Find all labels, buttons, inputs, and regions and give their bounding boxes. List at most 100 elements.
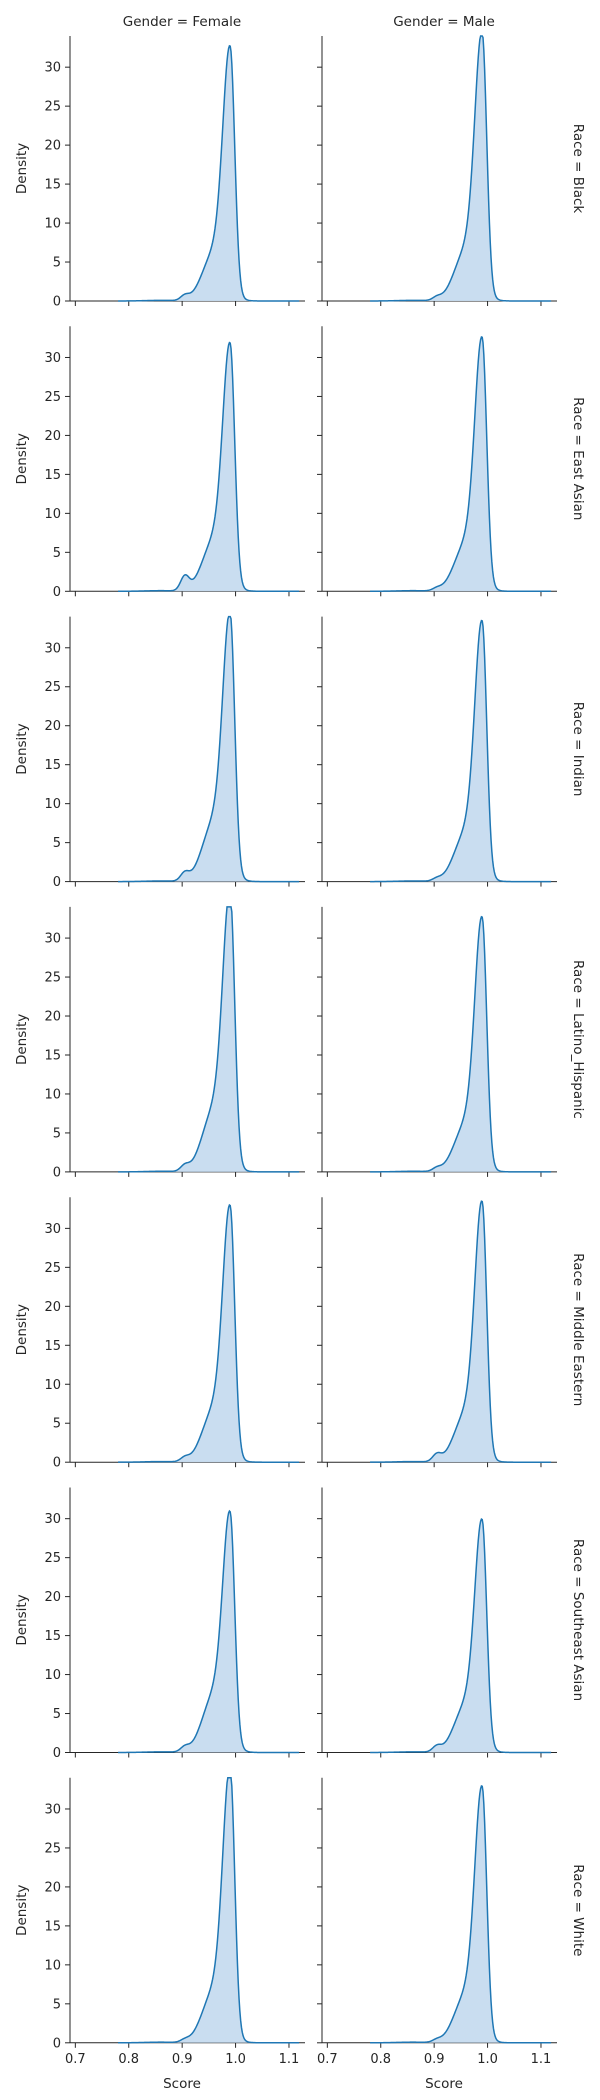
x-axis-label-male: Score	[425, 2076, 463, 2092]
y-tick-label: 20	[44, 1590, 61, 1605]
y-tick-label: 10	[44, 1378, 61, 1393]
y-tick-label: 25	[44, 1261, 61, 1276]
kde-fill	[370, 1519, 552, 1753]
y-tick-label: 25	[44, 680, 61, 695]
kde-line	[118, 615, 300, 883]
y-tick-label: 0	[53, 2036, 61, 2051]
y-tick-label: 0	[53, 1746, 61, 1761]
y-axis-label: Density	[14, 1304, 30, 1355]
kde-line	[370, 1518, 552, 1754]
y-tick-label: 5	[53, 1417, 61, 1432]
x-tick-label: 0.8	[118, 2052, 139, 2067]
y-tick-label: 20	[44, 1880, 61, 1895]
x-tick-label: 1.0	[477, 2052, 498, 2067]
y-tick-label: 15	[44, 1629, 61, 1644]
y-tick-label: 25	[44, 1841, 61, 1856]
y-tick-label: 10	[44, 217, 61, 232]
kde-fill	[370, 1786, 552, 2043]
x-tick-label: 0.7	[65, 2052, 86, 2067]
y-tick-label: 10	[44, 1087, 61, 1102]
kde-line	[118, 1777, 300, 2044]
y-tick-label: 15	[44, 1048, 61, 1063]
panel-r5-c0: 0 5 10 15 20 25 30 Density	[14, 1487, 305, 1761]
y-tick-label: 5	[53, 1126, 61, 1141]
kde-fill	[118, 616, 300, 882]
y-tick-label: 30	[44, 351, 61, 366]
kde-fill	[370, 916, 552, 1172]
panel-r2-c0: 0 5 10 15 20 25 30 Density	[14, 615, 305, 890]
y-tick-label: 25	[44, 100, 61, 115]
y-tick-label: 15	[44, 1339, 61, 1354]
y-tick-label: 30	[44, 641, 61, 656]
kde-fill	[118, 906, 300, 1172]
row-title: Race = Middle Eastern	[570, 1253, 586, 1406]
x-axis-label-female: Score	[163, 2076, 201, 2092]
x-tick-label: 0.8	[370, 2052, 391, 2067]
kde-fill	[118, 342, 300, 592]
y-tick-label: 0	[53, 1165, 61, 1180]
y-tick-label: 10	[44, 1668, 61, 1683]
panels-layer: 0 5 10 15 20 25 30 Density Race = Black 0 5 10 15 20 2…	[14, 35, 586, 2067]
y-tick-label: 15	[44, 178, 61, 193]
y-tick-label: 10	[44, 507, 61, 522]
y-tick-label: 5	[53, 546, 61, 561]
y-tick-label: 5	[53, 1707, 61, 1722]
kde-fill	[370, 1201, 552, 1463]
y-tick-label: 10	[44, 1958, 61, 1973]
y-tick-label: 20	[44, 1010, 61, 1025]
panel-r4-c1	[317, 1197, 557, 1468]
y-tick-label: 20	[44, 139, 61, 154]
panel-r6-c0: 0 5 10 15 20 25 30 0.7 0.8 0.9 1.0 1.1 Density	[14, 1777, 305, 2067]
kde-fill	[118, 1205, 300, 1463]
y-tick-label: 30	[44, 1512, 61, 1527]
kde-line	[370, 1200, 552, 1463]
y-tick-label: 5	[53, 1997, 61, 2012]
kde-fill	[118, 1511, 300, 1753]
panel-r4-c0: 0 5 10 15 20 25 30 Density	[14, 1197, 305, 1471]
y-tick-label: 25	[44, 390, 61, 405]
panel-r0-c1	[317, 35, 557, 306]
kde-fill	[370, 620, 552, 882]
panel-r1-c1	[317, 326, 557, 597]
y-tick-label: 30	[44, 1802, 61, 1817]
kde-line	[370, 336, 552, 593]
x-tick-label: 0.9	[172, 2052, 193, 2067]
kde-line	[118, 341, 300, 593]
row-title: Race = Latino_Hispanic	[570, 960, 586, 1119]
y-tick-label: 5	[53, 256, 61, 271]
panel-r3-c1	[317, 906, 557, 1177]
kde-line	[118, 906, 300, 1173]
y-axis-label: Density	[14, 1594, 30, 1645]
x-tick-label: 1.0	[225, 2052, 246, 2067]
row-title: Race = East Asian	[570, 397, 586, 520]
y-axis-label: Density	[14, 143, 30, 194]
row-title: Race = White	[570, 1864, 586, 1956]
y-axis-label: Density	[14, 723, 30, 774]
y-axis-label: Density	[14, 433, 30, 484]
row-title: Race = Southeast Asian	[570, 1539, 586, 1701]
y-tick-label: 0	[53, 875, 61, 890]
kde-line	[118, 44, 300, 302]
y-tick-label: 25	[44, 1551, 61, 1566]
kde-fill	[370, 337, 552, 592]
y-axis-label: Density	[14, 1885, 30, 1936]
kde-line	[370, 1785, 552, 2044]
panel-r1-c0: 0 5 10 15 20 25 30 Density	[14, 326, 305, 600]
y-tick-label: 15	[44, 1919, 61, 1934]
x-tick-label: 1.1	[531, 2052, 552, 2067]
kde-line	[370, 35, 552, 302]
panel-r5-c1	[317, 1487, 557, 1758]
row-title: Race = Black	[570, 124, 586, 214]
column-title-male: Gender = Male	[393, 14, 495, 30]
y-tick-label: 20	[44, 1300, 61, 1315]
y-tick-label: 0	[53, 1456, 61, 1471]
panel-r3-c0: 0 5 10 15 20 25 30 Density	[14, 906, 305, 1180]
y-tick-label: 30	[44, 932, 61, 947]
kde-fill	[118, 45, 300, 301]
kde-line	[118, 1509, 300, 1754]
y-tick-label: 5	[53, 836, 61, 851]
y-tick-label: 10	[44, 797, 61, 812]
y-tick-label: 30	[44, 1222, 61, 1237]
kde-fill	[118, 1777, 300, 2043]
